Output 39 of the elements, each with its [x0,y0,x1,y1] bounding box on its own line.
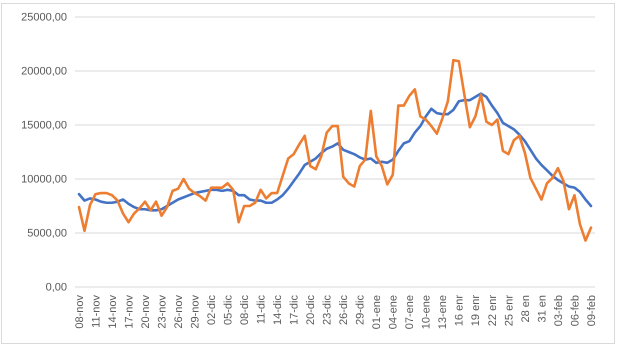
x-tick-label: 08-dic [239,294,252,325]
y-tick-label: 15000,00 [21,120,67,132]
x-tick-label: 11-dic [256,294,268,324]
y-tick-label: 0,00 [46,282,67,294]
x-tick-label: 17-dic [288,294,301,325]
x-tick-label: 25 enr [503,294,516,326]
x-tick-label: 14-dic [272,294,284,325]
x-tick-label: 22 enr [486,294,499,326]
y-tick-label: 25000,00 [21,12,67,24]
x-tick-label: 20-dic [305,294,318,325]
x-tick-label: 16 enr [454,294,466,326]
x-tick-label: 29-nov [189,294,202,329]
x-tick-label: 07-ene [404,295,416,330]
x-tick-label: 04-ene [388,295,400,330]
x-tick-label: 08-nov [74,294,86,329]
x-tick-label: 29-dic [354,294,367,325]
x-tick-label: 20-nov [140,294,152,329]
x-tick-label: 05-dic [222,294,234,325]
x-tick-label: 14-nov [106,294,119,329]
x-tick-label: 02-dic [206,294,218,325]
line-series [78,58,592,242]
x-tick-label: 28 en [520,295,532,323]
x-tick-label: 26-dic [338,294,350,325]
x-tick-label: 10-ene [420,295,433,330]
x-tick-label: 06-feb [569,295,582,326]
y-tick-label: 10000,00 [21,174,67,186]
y-tick-label: 20000,00 [21,66,67,78]
x-tick-label: 11-nov [90,294,102,328]
x-tick-label: 13-ene [437,295,450,330]
x-tick-label: 17-nov [123,294,136,329]
x-tick-label: 09-feb [586,295,598,326]
x-tick-label: 23-nov [156,294,168,329]
y-tick-label: 5000,00 [27,228,67,240]
x-tick-label: 19 enr [470,294,482,326]
x-tick-label: 01-ene [371,295,384,330]
x-tick-label: 23-dic [322,294,334,325]
x-tick-label: 03-feb [552,295,565,326]
x-tick-label: 26-nov [172,294,185,329]
x-tick-label: 31 en [536,295,548,323]
